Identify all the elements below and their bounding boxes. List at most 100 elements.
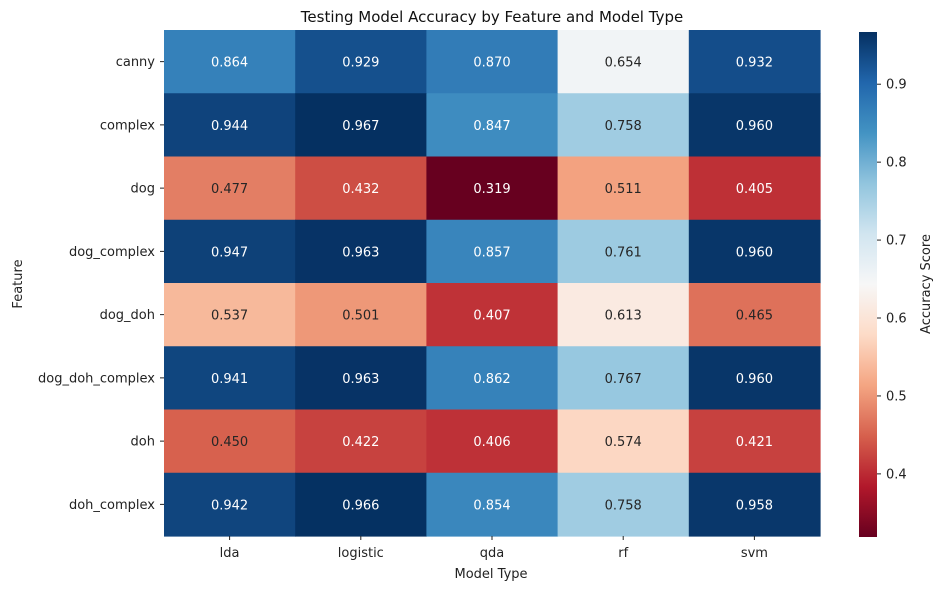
cell-value-label: 0.319 bbox=[473, 182, 510, 197]
heatmap-cell bbox=[295, 219, 427, 284]
y-tick-label: dog_doh_complex bbox=[38, 371, 155, 386]
heatmap-cell bbox=[688, 283, 821, 347]
cell-value-label: 0.761 bbox=[605, 245, 642, 260]
heatmap-cell bbox=[295, 409, 427, 474]
x-tick-label: rf bbox=[618, 546, 628, 561]
cell-value-label: 0.511 bbox=[605, 182, 642, 197]
y-tick-label: complex bbox=[100, 118, 155, 133]
colorbar-tick-label: 0.4 bbox=[886, 467, 907, 482]
cell-value-label: 0.941 bbox=[211, 372, 248, 387]
cell-value-label: 0.406 bbox=[473, 435, 510, 450]
cell-value-label: 0.767 bbox=[605, 372, 642, 387]
heatmap-cell bbox=[557, 30, 690, 94]
heatmap-cell bbox=[295, 93, 427, 158]
heatmap-cell bbox=[295, 283, 427, 347]
cell-value-label: 0.501 bbox=[342, 309, 379, 324]
cell-value-label: 0.537 bbox=[211, 309, 248, 324]
heatmap-cell bbox=[295, 346, 427, 411]
x-axis-ticks: lda logistic qda rf svm bbox=[220, 536, 768, 561]
heatmap-cell bbox=[164, 346, 296, 411]
cell-value-label: 0.958 bbox=[736, 498, 773, 513]
colorbar-ticks: 0.4 0.5 0.6 0.7 0.8 0.9 bbox=[877, 78, 907, 482]
heatmap-cell bbox=[688, 409, 821, 474]
cell-value-label: 0.465 bbox=[736, 309, 773, 324]
cell-value-label: 0.758 bbox=[605, 498, 642, 513]
colorbar-tick-label: 0.7 bbox=[886, 234, 907, 249]
heatmap-cell bbox=[164, 283, 296, 347]
cell-value-label: 0.960 bbox=[736, 372, 773, 387]
y-tick-label: doh bbox=[131, 435, 155, 450]
cell-value-label: 0.862 bbox=[473, 372, 510, 387]
heatmap-cell bbox=[557, 93, 690, 158]
heatmap-cell bbox=[164, 472, 296, 537]
cell-value-label: 0.854 bbox=[473, 498, 510, 513]
cell-value-label: 0.758 bbox=[605, 119, 642, 134]
cell-value-label: 0.574 bbox=[605, 435, 642, 450]
cell-value-label: 0.654 bbox=[605, 56, 642, 71]
cell-value-label: 0.942 bbox=[211, 498, 248, 513]
cell-value-label: 0.422 bbox=[342, 435, 379, 450]
heatmap-cell bbox=[426, 346, 559, 411]
heatmap-cell bbox=[295, 472, 427, 537]
y-tick-label: canny bbox=[116, 55, 156, 70]
colorbar-tick-label: 0.5 bbox=[886, 389, 907, 404]
cell-value-label: 0.960 bbox=[736, 119, 773, 134]
heatmap-cell bbox=[688, 30, 821, 94]
heatmap-cell bbox=[557, 346, 690, 411]
y-axis-ticks: canny complex dog dog_complex dog_doh dog_doh… bbox=[38, 55, 164, 513]
heatmap-cell bbox=[164, 219, 296, 284]
heatmap-cell bbox=[557, 472, 690, 537]
heatmap-cell bbox=[426, 283, 559, 347]
y-tick-label: dog bbox=[131, 182, 155, 197]
heatmap-cell bbox=[557, 409, 690, 474]
x-axis-label: Model Type bbox=[454, 567, 527, 582]
cell-value-label: 0.929 bbox=[342, 56, 379, 71]
cell-value-label: 0.613 bbox=[605, 309, 642, 324]
heatmap-cell bbox=[688, 156, 821, 221]
y-tick-label: dog_complex bbox=[69, 245, 155, 260]
cell-value-label: 0.944 bbox=[211, 119, 248, 134]
heatmap-cell bbox=[295, 30, 427, 94]
x-tick-label: lda bbox=[220, 546, 240, 561]
heatmap-cell bbox=[426, 93, 559, 158]
cell-value-label: 0.947 bbox=[211, 245, 248, 260]
cell-value-label: 0.421 bbox=[736, 435, 773, 450]
colorbar-tick-label: 0.9 bbox=[886, 78, 907, 93]
heatmap-cell bbox=[557, 156, 690, 221]
heatmap-cell bbox=[164, 93, 296, 158]
cell-value-label: 0.963 bbox=[342, 372, 379, 387]
heatmap-cell bbox=[426, 156, 559, 221]
heatmap-cells: 0.864 0.929 0.870 0.654 0.932 0.944 0.967 0.847… bbox=[164, 30, 821, 537]
x-tick-label: svm bbox=[741, 546, 768, 561]
cell-value-label: 0.963 bbox=[342, 245, 379, 260]
heatmap-cell bbox=[426, 30, 559, 94]
heatmap-cell bbox=[688, 93, 821, 158]
cell-value-label: 0.960 bbox=[736, 245, 773, 260]
colorbar-label: Accuracy Score bbox=[919, 234, 934, 334]
heatmap-cell bbox=[688, 346, 821, 411]
colorbar-tick-label: 0.6 bbox=[886, 312, 907, 327]
heatmap-cell bbox=[295, 156, 427, 221]
colorbar bbox=[859, 32, 877, 537]
cell-value-label: 0.450 bbox=[211, 435, 248, 450]
cell-value-label: 0.857 bbox=[473, 245, 510, 260]
heatmap-cell bbox=[688, 219, 821, 284]
heatmap-cell bbox=[426, 409, 559, 474]
cell-value-label: 0.864 bbox=[211, 56, 248, 71]
x-tick-label: qda bbox=[480, 546, 504, 561]
cell-value-label: 0.966 bbox=[342, 498, 379, 513]
cell-value-label: 0.477 bbox=[211, 182, 248, 197]
cell-value-label: 0.847 bbox=[473, 119, 510, 134]
heatmap-cell bbox=[557, 283, 690, 347]
cell-value-label: 0.967 bbox=[342, 119, 379, 134]
heatmap-cell bbox=[688, 472, 821, 537]
heatmap-cell bbox=[426, 219, 559, 284]
heatmap-cell bbox=[164, 409, 296, 474]
heatmap-cell bbox=[164, 30, 296, 94]
cell-value-label: 0.432 bbox=[342, 182, 379, 197]
heatmap-cell bbox=[426, 472, 559, 537]
cell-value-label: 0.405 bbox=[736, 182, 773, 197]
chart-title: Testing Model Accuracy by Feature and Mo… bbox=[300, 8, 683, 26]
y-tick-label: doh_complex bbox=[69, 498, 155, 513]
